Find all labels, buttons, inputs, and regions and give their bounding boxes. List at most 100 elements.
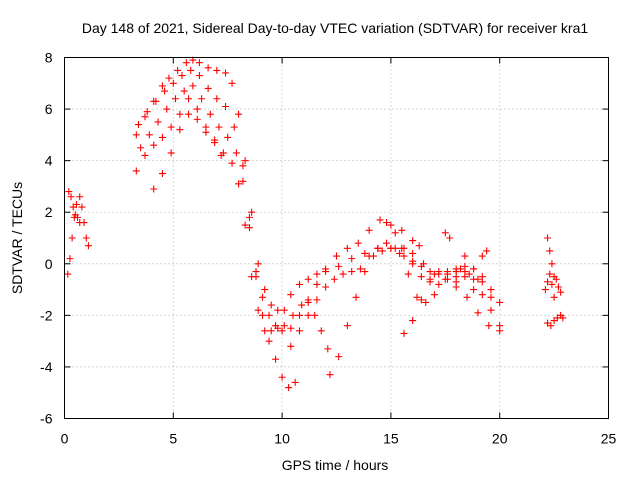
data-point — [272, 355, 280, 363]
data-point — [387, 221, 395, 229]
data-point — [202, 128, 210, 136]
series-track-8 — [150, 110, 225, 193]
data-point — [228, 159, 236, 167]
data-point — [313, 296, 321, 304]
data-point — [452, 273, 460, 281]
data-point — [333, 252, 340, 260]
data-point — [261, 327, 269, 335]
x-tick-label: 25 — [601, 431, 617, 447]
data-point — [374, 244, 382, 252]
data-point — [461, 262, 469, 270]
y-axis-title: SDTVAR / TECUs — [9, 182, 25, 294]
data-point — [409, 260, 417, 268]
data-point — [548, 280, 556, 288]
data-point — [235, 110, 243, 118]
data-point — [383, 239, 391, 247]
data-point — [378, 247, 386, 255]
data-point — [232, 149, 240, 157]
data-point — [158, 170, 166, 178]
x-tick-label: 0 — [61, 431, 69, 447]
data-point — [343, 244, 351, 252]
data-point — [193, 105, 201, 113]
data-point — [259, 293, 267, 301]
data-point — [82, 234, 90, 242]
data-point — [163, 105, 171, 113]
data-point — [228, 79, 236, 87]
data-point — [470, 265, 478, 273]
data-point — [80, 219, 88, 227]
data-point — [78, 203, 86, 211]
y-tick-label: -2 — [40, 307, 53, 323]
data-point — [474, 275, 482, 283]
data-point — [487, 293, 495, 301]
data-point — [422, 298, 430, 306]
data-point — [239, 177, 247, 185]
data-point — [304, 275, 312, 283]
data-point — [189, 82, 197, 90]
data-point — [222, 102, 230, 110]
data-point — [265, 311, 273, 319]
data-point — [265, 337, 273, 345]
data-point — [158, 133, 166, 141]
plot-frame — [64, 57, 609, 419]
data-point — [496, 322, 504, 330]
data-point — [278, 373, 286, 381]
series-track-7 — [132, 95, 332, 353]
data-point — [396, 249, 404, 257]
data-point — [478, 291, 486, 299]
data-point — [154, 118, 162, 126]
data-point — [430, 291, 438, 299]
data-point — [478, 252, 486, 260]
data-point — [313, 270, 321, 278]
data-point — [298, 301, 306, 309]
y-tick-label: 0 — [45, 256, 53, 272]
data-point — [426, 268, 434, 276]
data-point — [356, 265, 364, 273]
data-point — [195, 59, 203, 67]
data-point — [435, 268, 443, 276]
data-point — [546, 270, 554, 278]
data-point — [84, 242, 92, 250]
data-point — [313, 280, 321, 288]
data-point — [400, 252, 408, 260]
y-tick-label: 6 — [45, 101, 53, 117]
data-point — [541, 286, 549, 294]
data-point — [287, 342, 295, 350]
data-point — [383, 219, 391, 227]
y-tick-label: 2 — [45, 204, 53, 220]
data-point — [267, 327, 275, 335]
data-point — [245, 224, 253, 232]
data-point — [150, 141, 158, 149]
series-track-14 — [441, 229, 454, 242]
data-point — [165, 74, 173, 82]
data-point — [211, 139, 219, 147]
data-point — [413, 293, 421, 301]
data-point — [470, 286, 478, 294]
data-point — [134, 121, 142, 129]
data-point — [552, 275, 560, 283]
data-point — [274, 306, 282, 314]
data-point — [145, 131, 153, 139]
data-point — [158, 82, 166, 90]
data-point — [417, 296, 425, 304]
data-point — [213, 66, 221, 74]
data-point — [409, 249, 417, 257]
data-point — [287, 291, 295, 299]
data-point — [304, 298, 312, 306]
data-point — [259, 311, 267, 319]
data-point — [176, 110, 184, 118]
series-track-10 — [326, 244, 438, 379]
data-point — [474, 309, 482, 317]
data-point — [245, 213, 253, 221]
data-point — [278, 327, 286, 335]
data-point — [409, 317, 417, 325]
data-point — [152, 97, 160, 105]
data-point — [204, 84, 212, 92]
data-point — [169, 79, 177, 87]
data-point — [487, 286, 495, 294]
data-point — [548, 260, 556, 268]
data-point — [248, 273, 256, 281]
data-point — [68, 234, 76, 242]
data-point — [478, 278, 486, 286]
data-point — [171, 95, 179, 103]
